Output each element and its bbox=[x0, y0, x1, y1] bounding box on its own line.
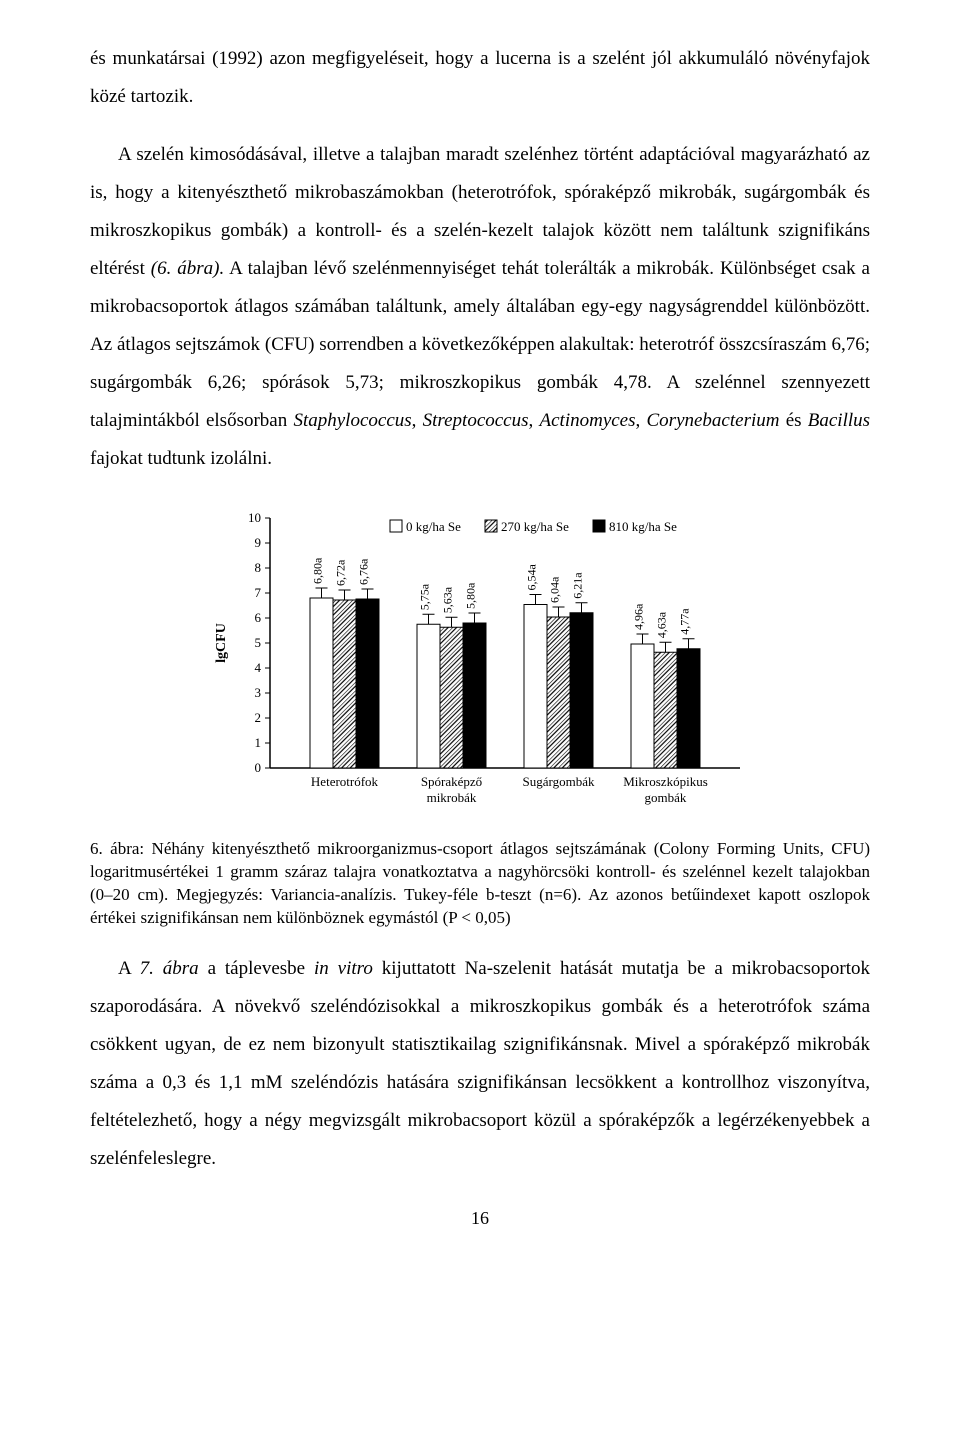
text: A talajban lévő szelénmennyiséget tehát … bbox=[90, 258, 870, 431]
svg-text:0: 0 bbox=[255, 760, 262, 775]
paragraph-3: A 7. ábra a táplevesbe in vitro kijuttat… bbox=[90, 950, 870, 1178]
svg-text:5,63a: 5,63a bbox=[441, 586, 455, 613]
text-italic: Actinomyces bbox=[540, 410, 636, 431]
svg-text:Heterotrófok: Heterotrófok bbox=[311, 774, 379, 789]
page-number: 16 bbox=[90, 1208, 870, 1229]
svg-text:3: 3 bbox=[255, 685, 262, 700]
svg-text:5: 5 bbox=[255, 635, 262, 650]
paragraph-2: A szelén kimosódásával, illetve a talajb… bbox=[90, 136, 870, 478]
figure-caption: 6. ábra: Néhány kitenyészthető mikroorga… bbox=[90, 838, 870, 930]
caption-label: 6. ábra: bbox=[90, 839, 144, 858]
svg-text:Mikroszkópikus: Mikroszkópikus bbox=[623, 774, 708, 789]
text: és bbox=[779, 410, 807, 431]
svg-text:4,77a: 4,77a bbox=[678, 608, 692, 635]
text: A bbox=[118, 958, 140, 979]
text-italic: Staphylococcus bbox=[293, 410, 411, 431]
svg-text:4: 4 bbox=[255, 660, 262, 675]
svg-text:mikrobák: mikrobák bbox=[427, 790, 477, 805]
text: , bbox=[529, 410, 540, 431]
svg-text:0 kg/ha Se: 0 kg/ha Se bbox=[406, 519, 461, 534]
svg-text:8: 8 bbox=[255, 560, 262, 575]
svg-text:5,75a: 5,75a bbox=[418, 583, 432, 610]
svg-text:7: 7 bbox=[255, 585, 262, 600]
svg-text:9: 9 bbox=[255, 535, 262, 550]
text: a táplevesbe bbox=[199, 958, 314, 979]
text-italic: in vitro bbox=[314, 958, 373, 979]
text: , bbox=[636, 410, 647, 431]
svg-text:6,04a: 6,04a bbox=[548, 576, 562, 603]
text-italic: Corynebacterium bbox=[647, 410, 780, 431]
paragraph-1: és munkatársai (1992) azon megfigyelései… bbox=[90, 40, 870, 116]
svg-text:4,96a: 4,96a bbox=[632, 603, 646, 630]
caption-note-label: Megjegyzés: bbox=[176, 885, 263, 904]
text-italic: 7. ábra bbox=[140, 958, 199, 979]
text-italic: Streptococcus bbox=[423, 410, 529, 431]
svg-text:10: 10 bbox=[248, 510, 261, 525]
svg-text:6,54a: 6,54a bbox=[525, 564, 539, 591]
text: kijuttatott Na-szelenit hatását mutatja … bbox=[90, 958, 870, 1169]
svg-text:810 kg/ha Se: 810 kg/ha Se bbox=[609, 519, 677, 534]
text-italic: Bacillus bbox=[808, 410, 870, 431]
svg-text:1: 1 bbox=[255, 735, 262, 750]
chart-container: 0 1 2 3 4 5 6 7 8 9 10 lgCFU 6,80a 6,72a 6,76a Heterotr… bbox=[90, 498, 870, 828]
svg-text:6,72a: 6,72a bbox=[334, 559, 348, 586]
svg-text:Spóraképző: Spóraképző bbox=[421, 774, 482, 789]
svg-text:lgCFU: lgCFU bbox=[214, 623, 229, 663]
svg-text:4,63a: 4,63a bbox=[655, 611, 669, 638]
svg-text:6,76a: 6,76a bbox=[357, 558, 371, 585]
svg-text:6,21a: 6,21a bbox=[571, 572, 585, 599]
svg-text:6: 6 bbox=[255, 610, 262, 625]
text-italic: (6. ábra). bbox=[151, 258, 224, 279]
svg-text:Sugárgombák: Sugárgombák bbox=[523, 774, 595, 789]
svg-text:2: 2 bbox=[255, 710, 262, 725]
text: és munkatársai (1992) azon megfigyelései… bbox=[90, 48, 870, 107]
svg-text:5,80a: 5,80a bbox=[464, 582, 478, 609]
bar-chart: 0 1 2 3 4 5 6 7 8 9 10 lgCFU 6,80a 6,72a 6,76a Heterotr… bbox=[200, 498, 760, 828]
svg-text:270 kg/ha Se: 270 kg/ha Se bbox=[501, 519, 569, 534]
text: fajokat tudtunk izolálni. bbox=[90, 448, 272, 469]
svg-text:6,80a: 6,80a bbox=[311, 557, 325, 584]
svg-text:gombák: gombák bbox=[645, 790, 687, 805]
page: és munkatársai (1992) azon megfigyelései… bbox=[0, 0, 960, 1269]
text: , bbox=[412, 410, 423, 431]
